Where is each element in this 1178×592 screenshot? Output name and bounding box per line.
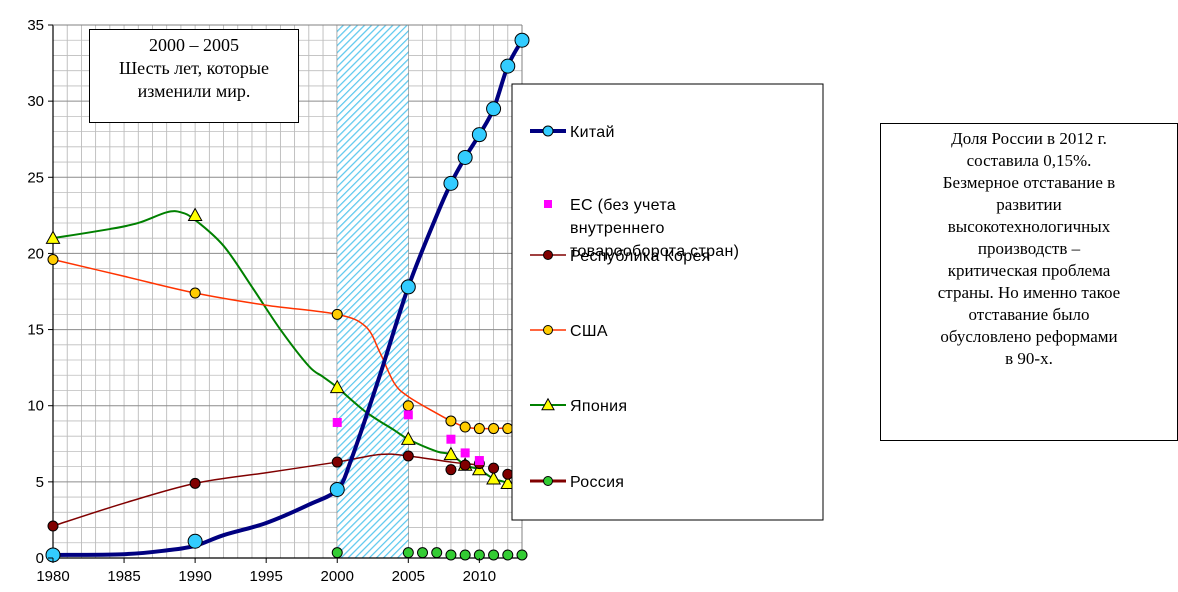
x-tick-label-2010: 2010	[463, 568, 496, 585]
annotation-line-2: Шесть лет, которые	[119, 58, 269, 78]
x-tick-label-1980: 1980	[36, 568, 69, 585]
legend-label-1-line-0: ЕС (без учета	[570, 197, 676, 214]
series-2-point-1990	[189, 477, 201, 489]
legend-marker-2	[543, 250, 553, 260]
legend-marker-1	[544, 200, 552, 208]
series-5-point-2007	[431, 547, 443, 559]
y-tick-label-5: 5	[36, 474, 44, 491]
x-tick-label-2005: 2005	[392, 568, 425, 585]
series-0-point-2011	[486, 101, 502, 117]
series-2-point-1980	[47, 520, 59, 532]
series-1-point-2008	[446, 434, 456, 444]
series-3-point-2008	[445, 415, 457, 427]
series-4-point-2011	[486, 470, 502, 485]
legend-marker-5	[543, 476, 553, 486]
x-tick-label-1985: 1985	[107, 568, 140, 585]
x-tick-label-1995: 1995	[249, 568, 282, 585]
series-1-point-2009	[460, 448, 470, 458]
series-markers	[45, 32, 530, 563]
series-5-point-2008	[445, 549, 457, 561]
series-3-point-2000	[331, 308, 343, 320]
series-4-point-2005	[400, 431, 416, 445]
series-0-point-2008	[443, 175, 459, 191]
series-3-point-1980	[47, 254, 59, 266]
legend-label-1-line-2: товарооборота стран)	[570, 243, 739, 260]
tick-labels: 0 5 10 15 20 25 30 35 1980 1985 1990 1995 2000 2005 20…	[27, 17, 496, 585]
series-3-point-2009	[459, 421, 471, 433]
legend-label-4: Япония	[570, 398, 627, 415]
legend-label-0: Китай	[570, 124, 615, 141]
series-5-point-2011	[488, 549, 500, 561]
legend-box	[511, 83, 824, 521]
annotation-line-1: 2000 – 2005	[149, 35, 239, 55]
series-3-point-2005	[402, 400, 414, 412]
series-4-point-2012	[500, 475, 516, 490]
series-5-point-2006	[417, 547, 429, 559]
series-3-point-1990	[189, 287, 201, 299]
y-tick-label-10: 10	[27, 398, 44, 415]
series-4-line	[52, 210, 523, 497]
series-3-line	[52, 258, 523, 436]
series-3-point-2010	[473, 423, 485, 435]
legend-marker-4	[541, 397, 555, 411]
legend: Китай ЕС (без учета внутреннего товарооборо…	[511, 83, 824, 521]
highlight-period-2000-2005	[337, 25, 409, 558]
legend-label-3: США	[570, 323, 608, 340]
series-4-point-1990	[187, 207, 203, 221]
series-2-point-2000	[331, 456, 343, 468]
series-5-point-2013	[516, 549, 528, 561]
x-tick-label-2000: 2000	[321, 568, 354, 585]
period-annotation-box: 2000 – 2005 Шесть лет, которые изменили …	[89, 29, 299, 123]
legend-marker-3	[543, 325, 553, 335]
legend-marker-0	[542, 125, 554, 137]
legend-label-1-line-1: внутреннего	[570, 220, 665, 237]
series-1-point-2000	[332, 417, 342, 427]
series-0-point-2010	[471, 127, 487, 143]
series-4-point-2008	[443, 446, 459, 461]
series-1-point-2005	[403, 410, 413, 420]
series-0-point-2005	[400, 279, 416, 295]
y-tick-label-0: 0	[36, 550, 44, 567]
x-tick-label-1990: 1990	[178, 568, 211, 585]
russia-note-box: Доля России в 2012 г. составила 0,15%. Б…	[880, 123, 1178, 441]
legend-label-5: Россия	[570, 474, 624, 491]
series-0-point-2013	[514, 32, 530, 48]
series-5-point-2000	[331, 547, 343, 559]
series-2-point-2012	[502, 468, 514, 480]
series-1-point-2010	[474, 456, 484, 466]
annotation-line-3: изменили мир.	[137, 81, 251, 101]
y-tick-label-35: 35	[27, 17, 44, 34]
series-4-point-2000	[329, 379, 345, 394]
series-4-point-1980	[45, 230, 61, 244]
series-5-point-2009	[459, 549, 471, 561]
y-tick-label-15: 15	[27, 322, 44, 339]
series-2-point-2011	[488, 462, 500, 474]
series-3-point-2011	[488, 423, 500, 435]
series-0-point-2009	[457, 149, 473, 165]
y-tick-label-20: 20	[27, 245, 44, 262]
series-0-point-2012	[500, 58, 516, 74]
series-5-point-2012	[502, 549, 514, 561]
series-2-point-2008	[445, 464, 457, 476]
y-tick-label-30: 30	[27, 93, 44, 110]
series-0-point-1990	[187, 533, 203, 549]
series-3-point-2012	[502, 423, 514, 435]
series-2-point-2005	[402, 450, 414, 462]
series-0-point-2000	[329, 481, 345, 497]
series-2-point-2009	[459, 459, 471, 471]
legend-label-2: Республика Корея	[570, 248, 711, 265]
y-tick-label-25: 25	[27, 169, 44, 186]
series-5-point-2005	[402, 547, 414, 559]
